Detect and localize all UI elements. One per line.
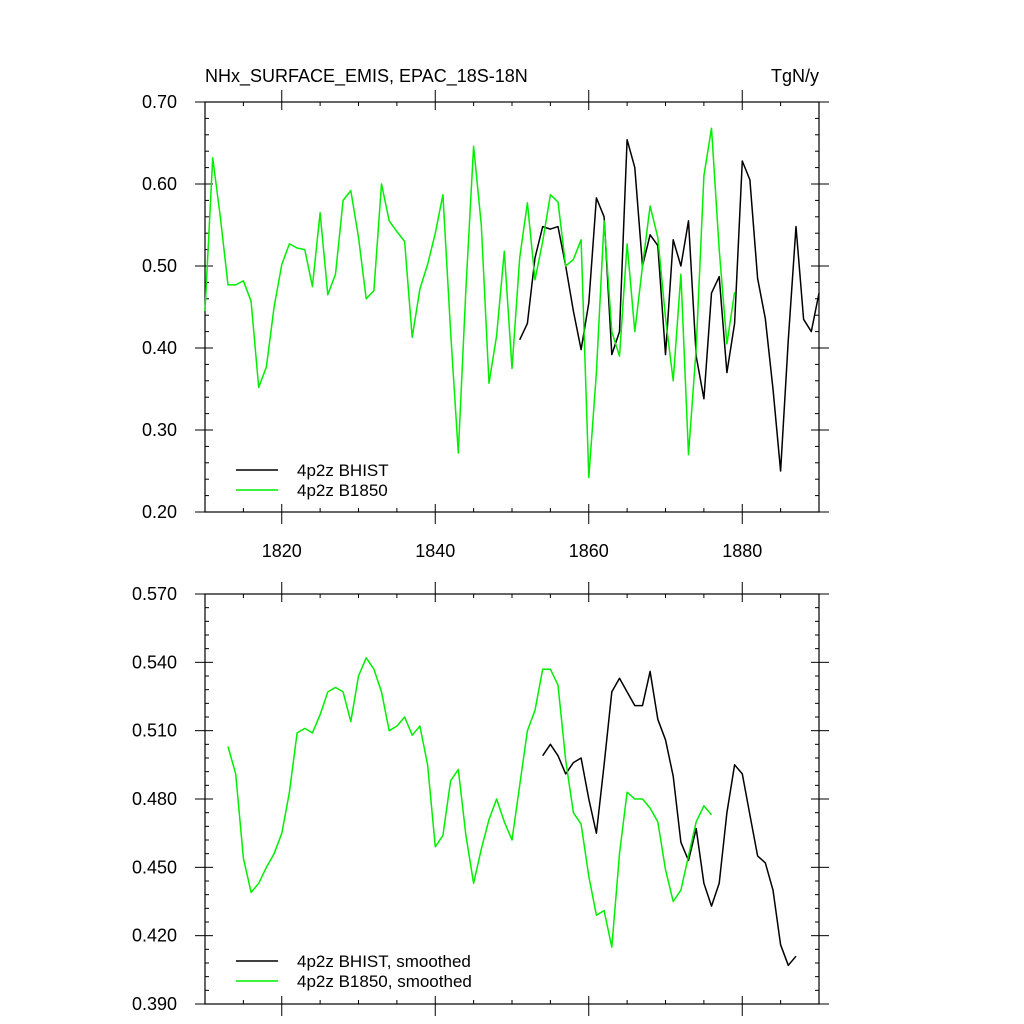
- x-tick-label: 1820: [262, 541, 302, 561]
- units-label: TgN/y: [771, 66, 819, 86]
- legend-label: 4p2z B1850: [297, 481, 388, 500]
- y-tick-label: 0.570: [132, 584, 177, 604]
- y-tick-label: 0.50: [142, 256, 177, 276]
- series-line-b1850: [227, 657, 713, 948]
- y-tick-label: 0.420: [132, 926, 177, 946]
- y-tick-label: 0.40: [142, 338, 177, 358]
- y-tick-label: 0.390: [132, 994, 177, 1014]
- y-tick-label: 0.30: [142, 420, 177, 440]
- y-tick-label: 0.540: [132, 652, 177, 672]
- y-tick-label: 0.480: [132, 789, 177, 809]
- x-tick-label: 1840: [415, 541, 455, 561]
- y-tick-label: 0.60: [142, 174, 177, 194]
- legend-label: 4p2z BHIST: [297, 461, 389, 480]
- y-tick-label: 0.70: [142, 92, 177, 112]
- legend-label: 4p2z BHIST, smoothed: [297, 952, 471, 971]
- x-tick-label: 1880: [722, 541, 762, 561]
- series-line-bhist: [519, 138, 820, 472]
- y-tick-label: 0.450: [132, 857, 177, 877]
- y-tick-label: 0.510: [132, 721, 177, 741]
- panel-top: NHx_SURFACE_EMIS, EPAC_18S-18N TgN/y 182…: [142, 66, 829, 561]
- ticks-bottom: 0.390 0.420 0.450 0.480 0.510 0.540 0.570: [132, 582, 829, 1016]
- x-tick-label: 1860: [569, 541, 609, 561]
- panel-bottom: 0.390 0.420 0.450 0.480 0.510 0.540 0.570 4p2z…: [132, 582, 829, 1016]
- series-top: [204, 127, 820, 479]
- y-tick-label: 0.20: [142, 502, 177, 522]
- series-bottom: [227, 657, 797, 967]
- legend-label: 4p2z B1850, smoothed: [297, 972, 472, 991]
- chart-title: NHx_SURFACE_EMIS, EPAC_18S-18N: [205, 66, 528, 87]
- plot-frame-bottom: [204, 593, 820, 1005]
- ticks-top: 1820 1840 1860 1880 0.20 0.30 0.40 0.50 0.60 0.70: [142, 90, 829, 561]
- series-line-bhist: [542, 670, 797, 967]
- plot-frame-top: [204, 101, 820, 513]
- series-line-b1850: [204, 127, 736, 479]
